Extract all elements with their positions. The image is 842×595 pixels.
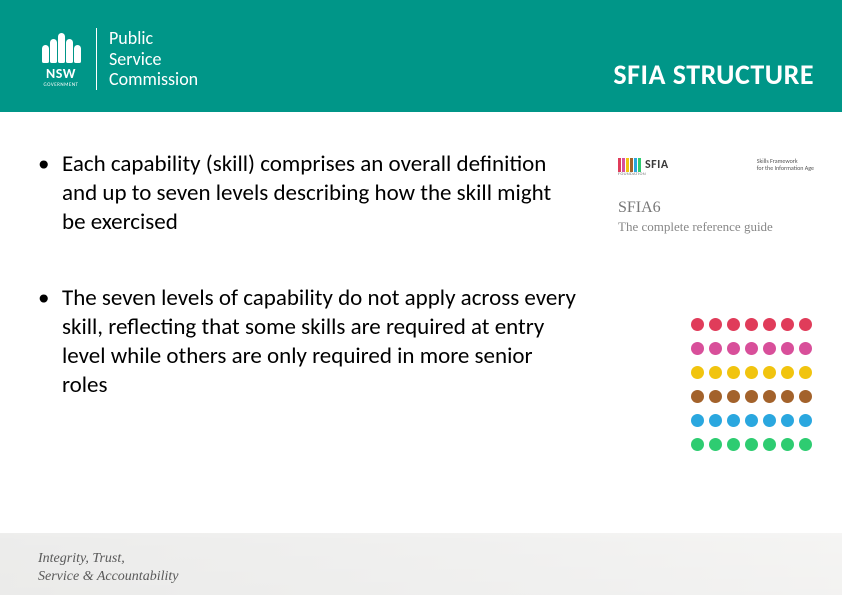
dot (763, 390, 776, 403)
psc-line: Service (109, 49, 198, 70)
slide-header: NSW GOVERNMENT Public Service Commission… (0, 0, 842, 112)
sfia-logo-text: SFIA (645, 158, 669, 172)
dot (709, 366, 722, 379)
dot (727, 390, 740, 403)
dot (709, 414, 722, 427)
nsw-mark: NSW GOVERNMENT (38, 33, 84, 85)
dot (745, 318, 758, 331)
sfia-cover-thumbnail: SFIA FOUNDATION Skills Framework for the… (612, 156, 822, 456)
dot (691, 318, 704, 331)
bullet-mark: • (38, 150, 62, 236)
bullet-item: • The seven levels of capability do not … (38, 284, 578, 399)
dot (745, 414, 758, 427)
dot (709, 438, 722, 451)
dot (691, 414, 704, 427)
dot (727, 318, 740, 331)
dot (763, 414, 776, 427)
dot (799, 390, 812, 403)
dot (763, 438, 776, 451)
sfia-logo-block: SFIA FOUNDATION (618, 158, 669, 177)
dot (763, 318, 776, 331)
psc-name: Public Service Commission (109, 28, 198, 90)
sfia-bar (618, 158, 621, 172)
sfia-right-line: for the Information Age (757, 165, 814, 172)
dot (763, 366, 776, 379)
dot (727, 438, 740, 451)
dot (727, 342, 740, 355)
sfia-bar (638, 158, 641, 172)
nsw-psc-logo: NSW GOVERNMENT Public Service Commission (38, 28, 198, 90)
bullet-list: • Each capability (skill) comprises an o… (38, 150, 578, 447)
sfia-bar (634, 158, 637, 172)
footer-line: Service & Accountability (38, 568, 178, 586)
dot (781, 414, 794, 427)
dot (799, 342, 812, 355)
nsw-sublabel: GOVERNMENT (43, 82, 78, 88)
dot (781, 342, 794, 355)
dot (745, 366, 758, 379)
sfia-bar (622, 158, 625, 172)
waratah-icon (40, 33, 82, 63)
slide-footer: Integrity, Trust, Service & Accountabili… (0, 533, 842, 595)
dot (691, 438, 704, 451)
footer-line: Integrity, Trust, (38, 550, 178, 568)
dot (745, 342, 758, 355)
dot (709, 390, 722, 403)
sfia-logo: SFIA (618, 158, 669, 172)
bullet-item: • Each capability (skill) comprises an o… (38, 150, 578, 236)
sfia-right-text: Skills Framework for the Information Age (757, 158, 814, 172)
slide-title: SFIA STRUCTURE (613, 57, 814, 92)
dot (727, 414, 740, 427)
sfia-dot-grid (688, 312, 814, 456)
bullet-mark: • (38, 284, 62, 399)
psc-line: Public (109, 28, 198, 49)
dot (727, 366, 740, 379)
dot (691, 366, 704, 379)
dot (709, 342, 722, 355)
sfia-version: SFIA6 (618, 199, 822, 217)
sfia-caption: The complete reference guide (618, 219, 822, 235)
dot (763, 342, 776, 355)
dot (799, 438, 812, 451)
bullet-text: The seven levels of capability do not ap… (62, 284, 578, 399)
footer-tagline: Integrity, Trust, Service & Accountabili… (38, 550, 178, 585)
dot (799, 366, 812, 379)
dot (745, 438, 758, 451)
dot (799, 414, 812, 427)
sfia-bar (626, 158, 629, 172)
dot (781, 390, 794, 403)
bullet-text: Each capability (skill) comprises an ove… (62, 150, 578, 236)
sfia-bar (630, 158, 633, 172)
dot (709, 318, 722, 331)
dot (799, 318, 812, 331)
dot (781, 438, 794, 451)
psc-line: Commission (109, 69, 198, 90)
logo-divider (96, 28, 97, 90)
dot (691, 342, 704, 355)
sfia-logo-sub: FOUNDATION (618, 172, 669, 177)
dot (745, 390, 758, 403)
dot (781, 366, 794, 379)
sfia-top-row: SFIA FOUNDATION Skills Framework for the… (612, 156, 822, 177)
dot (781, 318, 794, 331)
nsw-label: NSW (46, 65, 76, 82)
dot (691, 390, 704, 403)
